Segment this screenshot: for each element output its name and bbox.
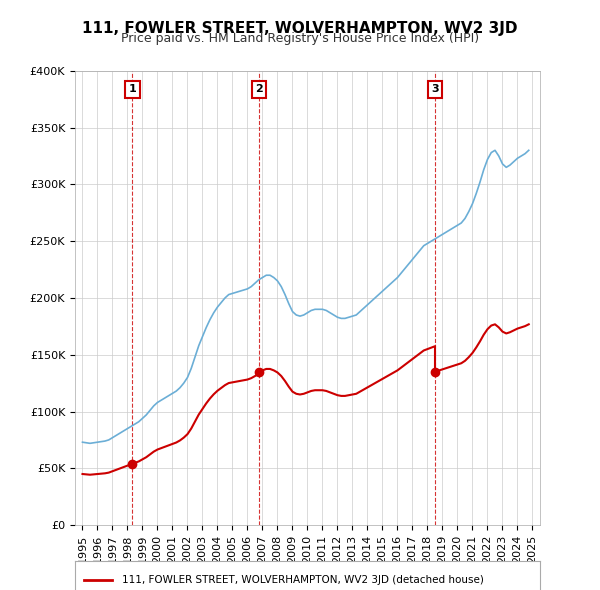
Text: 1: 1 bbox=[128, 84, 136, 94]
Text: 3: 3 bbox=[431, 84, 439, 94]
Text: 111, FOWLER STREET, WOLVERHAMPTON, WV2 3JD: 111, FOWLER STREET, WOLVERHAMPTON, WV2 3… bbox=[82, 21, 518, 35]
Text: 2: 2 bbox=[255, 84, 263, 94]
Text: Price paid vs. HM Land Registry's House Price Index (HPI): Price paid vs. HM Land Registry's House … bbox=[121, 32, 479, 45]
Text: 111, FOWLER STREET, WOLVERHAMPTON, WV2 3JD (detached house): 111, FOWLER STREET, WOLVERHAMPTON, WV2 3… bbox=[121, 575, 484, 585]
